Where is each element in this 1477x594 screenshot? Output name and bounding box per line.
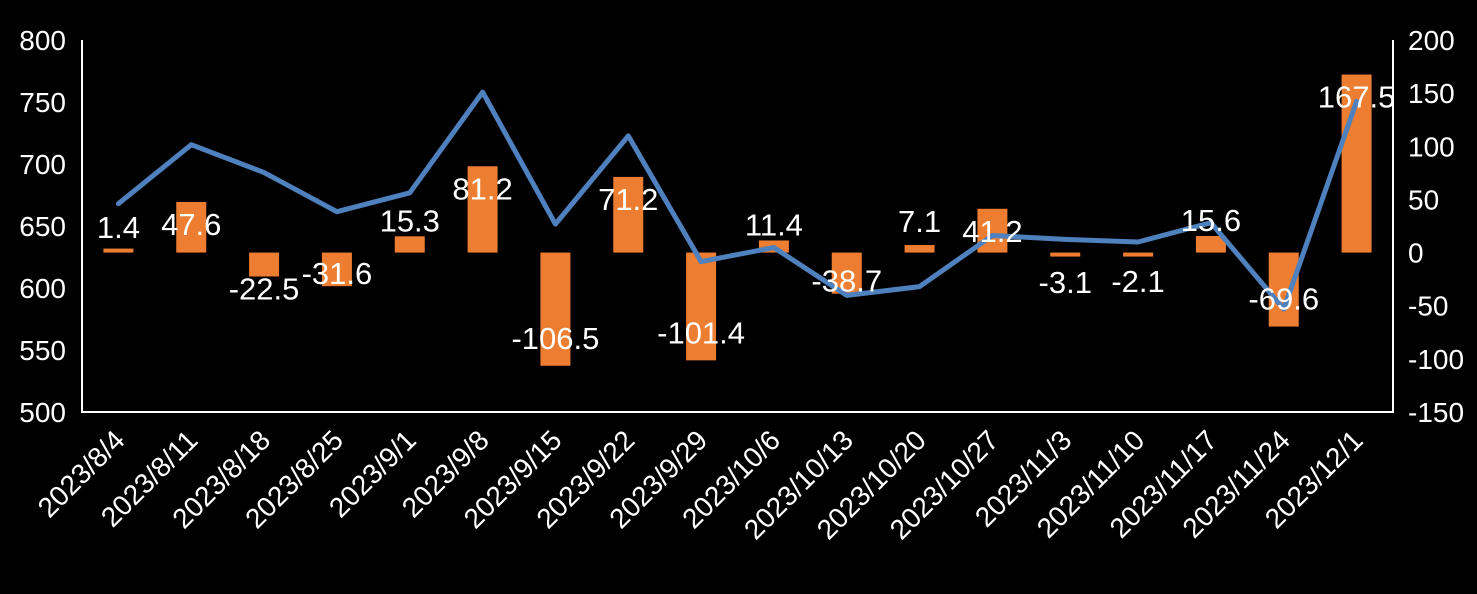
bar [686,252,717,361]
left-axis-tick-label: 700 [19,149,66,180]
bar-value-label: 1.4 [97,210,140,245]
bar-value-label: -2.1 [1111,264,1164,299]
left-axis-tick-label: 800 [19,25,66,56]
bar [249,252,280,277]
right-axis-tick-label: 150 [1408,78,1455,109]
right-axis-tick-label: 200 [1408,25,1455,56]
bar-value-label: -38.7 [811,264,882,299]
bar-value-label: -31.6 [302,256,373,291]
bar-value-label: 41.2 [962,214,1022,249]
bar-value-label: 167.5 [1318,80,1396,115]
right-axis-tick-label: -100 [1408,344,1464,375]
bar [540,252,571,366]
bar [613,176,644,253]
bar [904,245,935,253]
right-axis-tick-label: 0 [1408,238,1424,269]
left-axis-tick-label: 650 [19,211,66,242]
bar-value-label: 11.4 [745,207,803,242]
bar-value-label: 71.2 [598,182,658,217]
bar-value-label: 7.1 [898,204,941,239]
bar-value-label: -101.4 [657,315,745,350]
line-series [115,89,1360,312]
right-axis-tick-label: 50 [1408,184,1439,215]
bar-value-label: -69.6 [1248,282,1319,317]
bar-value-label: 81.2 [452,171,512,206]
bar [394,236,425,253]
left-axis-tick-label: 500 [19,397,66,428]
bar-value-label: -3.1 [1039,265,1092,300]
bar [321,252,352,287]
left-axis-tick-label: 750 [19,87,66,118]
left-axis-tick-label: 600 [19,273,66,304]
bar [176,201,207,253]
bar-value-label: -106.5 [511,321,599,356]
bar [467,166,498,253]
bar-value-label: -22.5 [229,271,300,306]
left-axis-tick-label: 550 [19,335,66,366]
right-axis-tick-label: -150 [1408,397,1464,428]
bar-value-label: 15.6 [1181,203,1241,238]
bar [1050,252,1081,257]
bar [103,248,134,253]
bar [1268,252,1299,327]
right-axis-tick-label: 100 [1408,131,1455,162]
bar-value-label: 15.3 [380,203,440,238]
bar [1123,252,1154,257]
bar [1195,235,1226,253]
bar-value-label: 47.6 [161,207,221,242]
right-axis-tick-label: -50 [1408,291,1448,322]
